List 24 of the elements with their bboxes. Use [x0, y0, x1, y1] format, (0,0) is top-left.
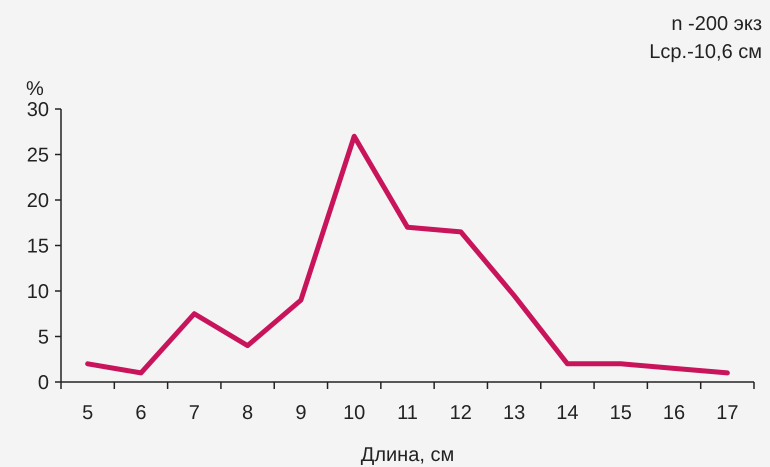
text: Lср.-10,6 см — [649, 41, 762, 63]
x-tick-label: 7 — [188, 402, 200, 424]
x-tick-label: 15 — [610, 402, 632, 424]
x-tick-label: 16 — [662, 402, 686, 424]
text: n -200 экз — [671, 13, 762, 35]
x-tick-label: 17 — [716, 402, 738, 424]
x-tick-label: 5 — [82, 402, 94, 424]
x-tick-label: 9 — [295, 402, 306, 424]
y-tick-label: 10 — [26, 281, 49, 303]
x-tick-label: 13 — [502, 402, 526, 424]
x-tick-label: 10 — [343, 402, 366, 424]
x-tick-label: 6 — [135, 402, 147, 424]
y-tick-label: 0 — [38, 372, 49, 394]
y-tick-label: 15 — [26, 236, 49, 258]
y-axis-title: % — [26, 78, 44, 100]
y-tick-label: 5 — [38, 326, 49, 348]
y-tick-label: 20 — [26, 190, 49, 212]
x-tick-label: 11 — [397, 402, 418, 424]
x-tick-label: 8 — [242, 402, 254, 424]
x-axis-title: Длина, см — [360, 444, 454, 466]
x-tick-label: 14 — [556, 402, 579, 424]
y-tick-label: 25 — [26, 144, 49, 166]
y-tick-label: 30 — [26, 99, 49, 121]
x-tick-label: 12 — [450, 402, 472, 424]
